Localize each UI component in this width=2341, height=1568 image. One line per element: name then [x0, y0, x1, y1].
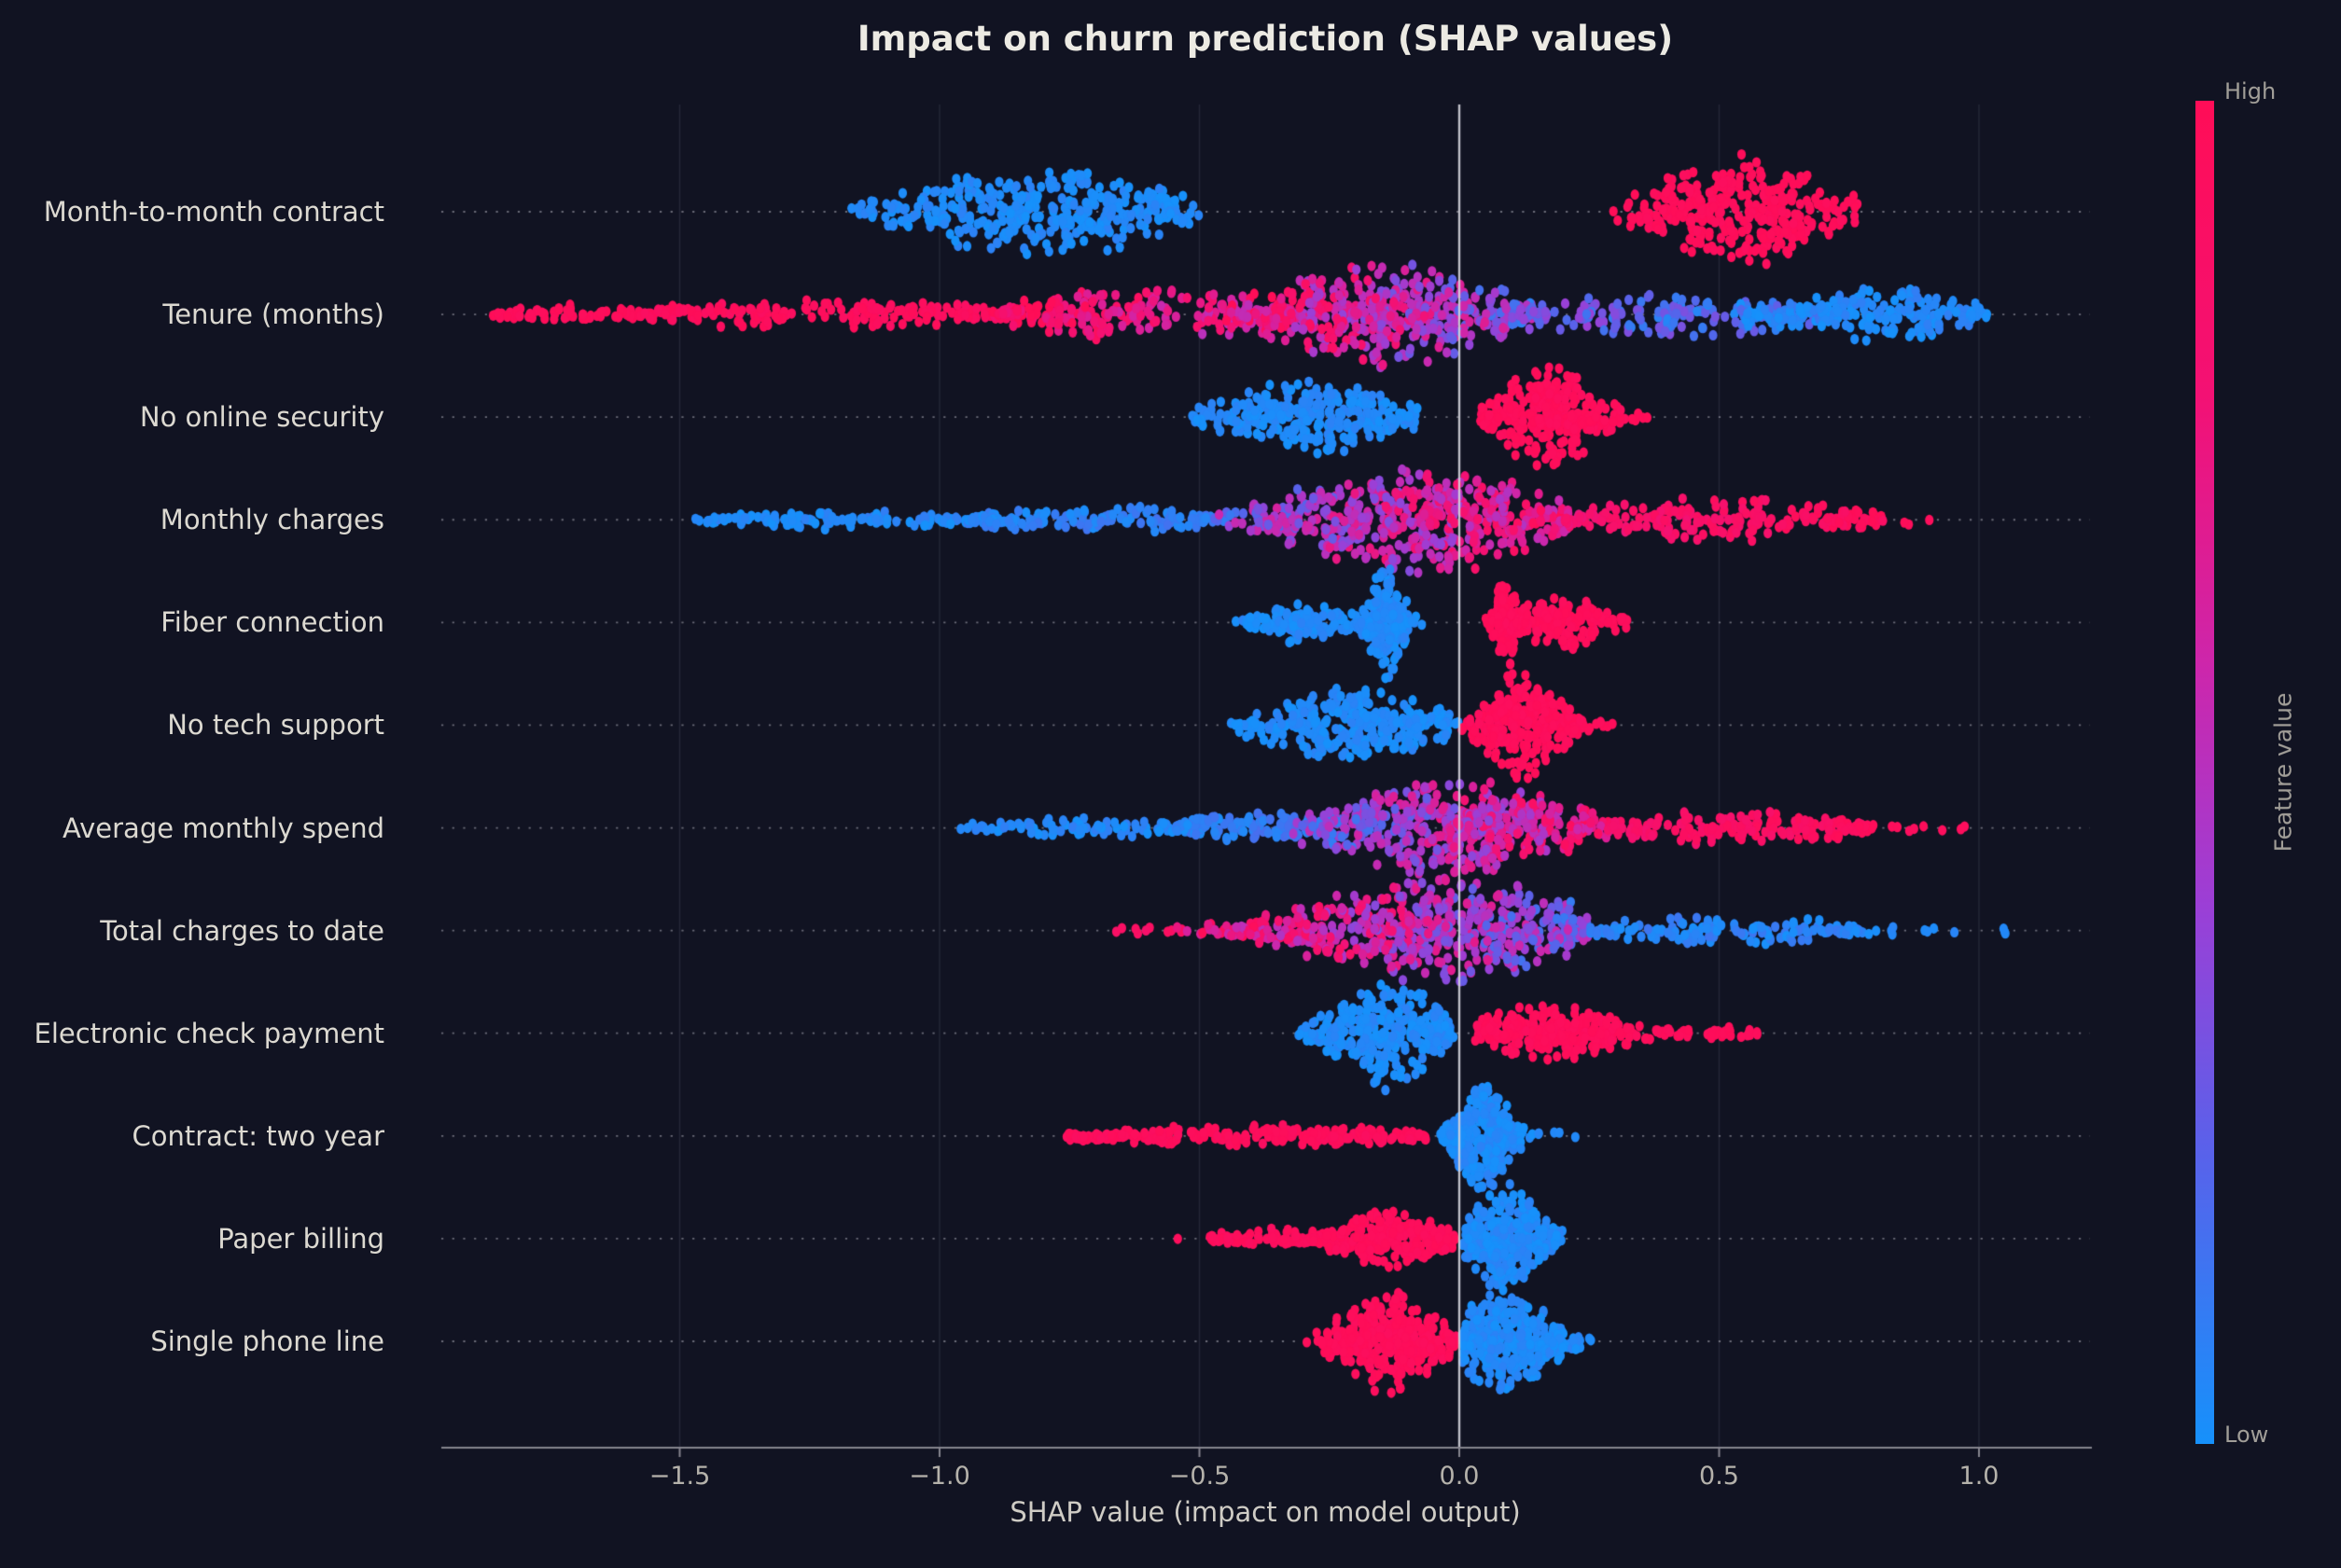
feature-label: No online security	[139, 401, 384, 434]
feature-label: Tenure (months)	[162, 298, 384, 331]
colorbar-gradient	[2195, 101, 2214, 1444]
x-tick-label: 0.0	[1439, 1462, 1480, 1491]
colorbar-low-label: Low	[2224, 1422, 2269, 1448]
x-tick-label: 0.5	[1699, 1462, 1739, 1491]
feature-label: Fiber connection	[160, 606, 384, 639]
feature-label: Total charges to date	[100, 914, 384, 947]
colorbar-title: Feature value	[2269, 692, 2297, 853]
feature-label: Contract: two year	[132, 1119, 385, 1152]
x-tick-label: −1.0	[909, 1462, 970, 1491]
feature-label: Paper billing	[217, 1222, 384, 1255]
x-axis-label: SHAP value (impact on model output)	[1010, 1496, 1521, 1528]
x-tick-label: −0.5	[1168, 1462, 1231, 1491]
colorbar-high-label: High	[2224, 78, 2277, 104]
x-tick-label: −1.5	[648, 1462, 711, 1491]
feature-label: No tech support	[167, 709, 384, 742]
feature-label: Monthly charges	[160, 504, 384, 536]
feature-label: Single phone line	[150, 1325, 384, 1357]
feature-label: Month-to-month contract	[43, 196, 384, 228]
chart-title: Impact on churn prediction (SHAP values)	[857, 19, 1674, 59]
feature-label: Electronic check payment	[34, 1017, 384, 1049]
x-tick-label: 1.0	[1958, 1462, 2000, 1491]
feature-label: Average monthly spend	[62, 812, 384, 844]
